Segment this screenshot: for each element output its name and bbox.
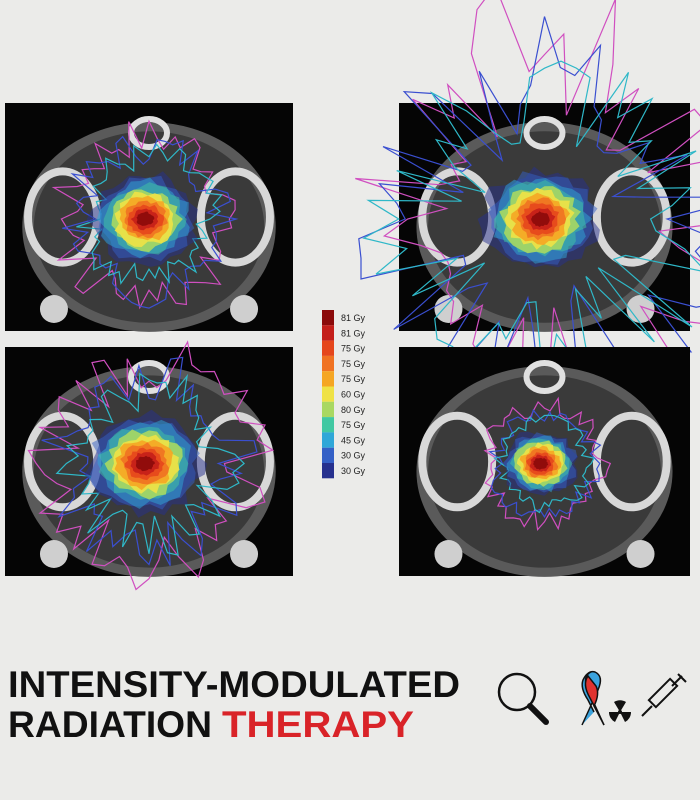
ct-scan — [355, 0, 700, 465]
isodose-contour — [41, 356, 258, 566]
bone — [418, 411, 497, 512]
bone — [128, 116, 170, 150]
bone — [592, 411, 671, 512]
bone — [523, 116, 566, 150]
legend-label: 81 Gy — [341, 328, 366, 338]
legend-label: 75 Gy — [341, 374, 366, 384]
title-highlight: THERAPY — [222, 704, 414, 745]
legend-label: 30 Gy — [341, 466, 366, 476]
title-word: RADIATION — [8, 704, 212, 745]
dose-region — [135, 455, 155, 472]
isodose-contour — [27, 340, 275, 591]
legend-swatch — [322, 310, 334, 326]
isodose-contour — [493, 414, 595, 514]
legend-swatch — [322, 447, 334, 463]
magnifier-icon — [497, 672, 549, 725]
radiation-icon — [608, 700, 632, 722]
femur — [230, 540, 259, 568]
dose-legend: 81 Gy 81 Gy 75 Gy 75 Gy 75 Gy 60 Gy 80 Gy 75 Gy… — [322, 310, 366, 479]
isodose-contour — [55, 372, 246, 556]
ct-scan — [5, 340, 293, 591]
legend-label: 60 Gy — [341, 390, 366, 400]
legend-label: 45 Gy — [341, 435, 366, 445]
femur — [434, 295, 463, 323]
isodose-contour — [483, 396, 612, 531]
legend-label: 30 Gy — [341, 451, 366, 461]
legend-swatch — [322, 325, 334, 341]
legend-label: 75 Gy — [341, 359, 366, 369]
dose-region — [136, 211, 155, 226]
bone — [196, 167, 274, 267]
legend-swatch — [322, 371, 334, 387]
legend-label: 75 Gy — [341, 344, 366, 354]
bone — [523, 360, 566, 394]
ct-panels — [5, 0, 700, 591]
legend-swatch — [322, 340, 334, 356]
femur — [230, 295, 259, 323]
femur — [434, 540, 463, 568]
legend-swatch — [322, 355, 334, 372]
legend-swatch — [322, 386, 334, 402]
dose-region — [531, 211, 550, 227]
title-line: INTENSITY-MODULATED — [8, 664, 460, 705]
legend-swatch — [322, 401, 334, 418]
dose-region — [533, 457, 549, 470]
legend-swatch — [322, 463, 334, 479]
femur — [39, 295, 68, 323]
legend-swatch — [322, 432, 334, 448]
femur — [39, 540, 68, 568]
isodose-contour — [362, 60, 700, 397]
femur — [626, 540, 655, 568]
ribbon-icon — [581, 670, 605, 726]
legend-swatch — [322, 417, 334, 433]
legend-label: 75 Gy — [341, 420, 366, 430]
legend-label: 81 Gy — [341, 313, 366, 323]
ct-scan — [399, 347, 690, 577]
bone — [128, 360, 170, 394]
ct-scan — [5, 103, 293, 332]
syringe-icon — [641, 673, 687, 717]
legend-label: 80 Gy — [341, 405, 366, 415]
isodose-contour — [51, 119, 236, 310]
